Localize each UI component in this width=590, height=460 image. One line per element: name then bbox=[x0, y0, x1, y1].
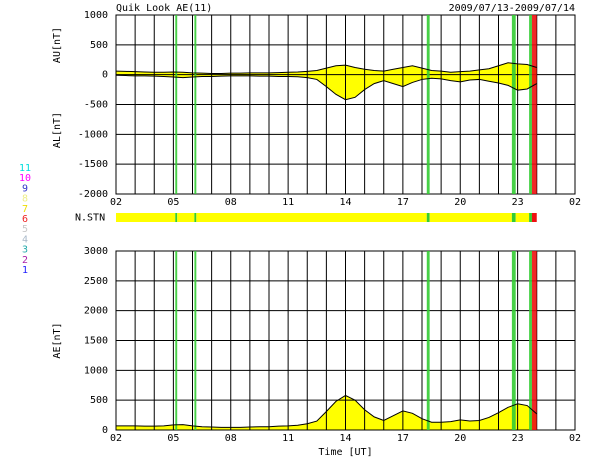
station-band bbox=[531, 251, 537, 430]
y-tick-label: 500 bbox=[90, 40, 108, 51]
x-tick-label: 20 bbox=[454, 197, 466, 208]
y-axis-label: AU[nT] bbox=[52, 27, 63, 63]
station-bands bbox=[175, 15, 537, 430]
x-tick-label: 20 bbox=[454, 433, 466, 444]
station-segment bbox=[116, 213, 176, 222]
station-band bbox=[511, 15, 516, 194]
x-tick-label: 11 bbox=[282, 433, 294, 444]
station-band bbox=[529, 15, 532, 194]
line bbox=[116, 394, 538, 428]
x-tick-label: 14 bbox=[339, 433, 351, 444]
plot-frame bbox=[115, 250, 576, 431]
x-tick-label: 08 bbox=[225, 433, 237, 444]
x-tick-label: 05 bbox=[167, 197, 179, 208]
y-tick-label: 2500 bbox=[84, 276, 108, 287]
legend-label: 8 bbox=[22, 194, 28, 205]
station-segment bbox=[194, 213, 197, 222]
y-axis-label: AE[nT] bbox=[52, 322, 63, 358]
station-segment bbox=[426, 213, 430, 222]
station-band bbox=[531, 15, 537, 194]
y-tick-label: 3000 bbox=[84, 246, 108, 257]
x-tick-label: 02 bbox=[110, 197, 122, 208]
x-tick-label: 02 bbox=[569, 197, 581, 208]
station-band bbox=[511, 251, 516, 430]
line bbox=[115, 62, 537, 74]
legend-label: 9 bbox=[22, 183, 28, 194]
y-tick-label: 0 bbox=[102, 70, 108, 81]
x-tick-label: 02 bbox=[569, 433, 581, 444]
legend-label: 2 bbox=[22, 255, 28, 266]
y-axis-label: AL[nT] bbox=[52, 112, 63, 148]
legend-label: 7 bbox=[22, 204, 28, 215]
x-axis-label: Time [UT] bbox=[318, 447, 372, 458]
y-tick-label: -500 bbox=[84, 100, 108, 111]
legend-label: 6 bbox=[22, 214, 28, 225]
y-tick-label: 500 bbox=[90, 395, 108, 406]
legend-label: 11 bbox=[19, 163, 31, 174]
x-tick-label: 23 bbox=[512, 433, 524, 444]
x-tick-label: 11 bbox=[282, 197, 294, 208]
legend-label: 3 bbox=[22, 245, 28, 256]
y-tick-label: -1000 bbox=[78, 129, 108, 140]
station-band bbox=[426, 251, 430, 430]
station-band bbox=[194, 15, 197, 194]
station-segment bbox=[429, 213, 512, 222]
y-tick-label: 1000 bbox=[84, 10, 108, 21]
legend-label: 5 bbox=[22, 224, 28, 235]
line bbox=[115, 74, 537, 101]
station-band bbox=[529, 251, 532, 430]
legend-label: 1 bbox=[22, 265, 28, 276]
y-tick-label: -2000 bbox=[78, 189, 108, 200]
legend-label: 10 bbox=[19, 173, 31, 184]
station-segment bbox=[196, 213, 427, 222]
y-tick-label: 1000 bbox=[84, 365, 108, 376]
x-tick-label: 23 bbox=[512, 197, 524, 208]
station-segment bbox=[515, 213, 530, 222]
strip-label: N.STN bbox=[75, 213, 105, 224]
y-tick-label: -1500 bbox=[78, 159, 108, 170]
plot-frame bbox=[115, 14, 576, 195]
station-segment bbox=[531, 213, 537, 222]
station-band bbox=[194, 251, 197, 430]
date-range: 2009/07/13-2009/07/14 bbox=[449, 3, 575, 14]
x-tick-label: 08 bbox=[225, 197, 237, 208]
y-tick-label: 1500 bbox=[84, 336, 108, 347]
station-band bbox=[175, 15, 178, 194]
y-tick-label: 2000 bbox=[84, 306, 108, 317]
station-segment bbox=[529, 213, 532, 222]
chart-title: Quik Look AE(11) bbox=[116, 3, 212, 14]
x-tick-label: 02 bbox=[110, 433, 122, 444]
x-tick-label: 05 bbox=[167, 433, 179, 444]
legend-label: 4 bbox=[22, 234, 28, 245]
station-segment bbox=[177, 213, 195, 222]
station-segment bbox=[175, 213, 178, 222]
station-band bbox=[426, 15, 430, 194]
x-tick-label: 17 bbox=[397, 433, 409, 444]
y-tick-label: 0 bbox=[102, 425, 108, 436]
x-tick-label: 14 bbox=[339, 197, 351, 208]
x-tick-label: 17 bbox=[397, 197, 409, 208]
station-band bbox=[175, 251, 178, 430]
station-segment bbox=[511, 213, 516, 222]
